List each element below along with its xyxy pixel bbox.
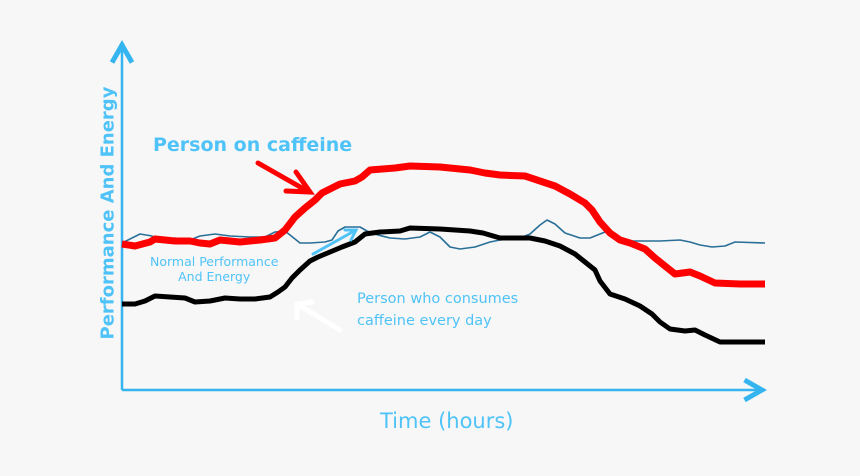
caffeine-label: Person on caffeine [153,134,353,156]
normal-label-line2: And Energy [178,269,251,284]
normal-label: Normal Performance And Energy [150,254,278,284]
daily-consumer-line [122,225,765,345]
daily-consumer-label: Person who consumes caffeine every day [357,288,518,332]
y-axis-label: Performance And Energy [97,86,119,340]
blue-arrow-icon [311,228,359,256]
daily-label-line1: Person who consumes [357,291,519,307]
red-arrow-icon [255,160,315,195]
x-axis-label: Time (hours) [380,409,514,433]
person-on-caffeine-line [121,162,765,288]
normal-performance-line [121,219,766,250]
daily-label-line2: caffeine every day [357,313,492,329]
normal-label-line1: Normal Performance [150,254,279,269]
white-arrow-icon [294,299,343,333]
